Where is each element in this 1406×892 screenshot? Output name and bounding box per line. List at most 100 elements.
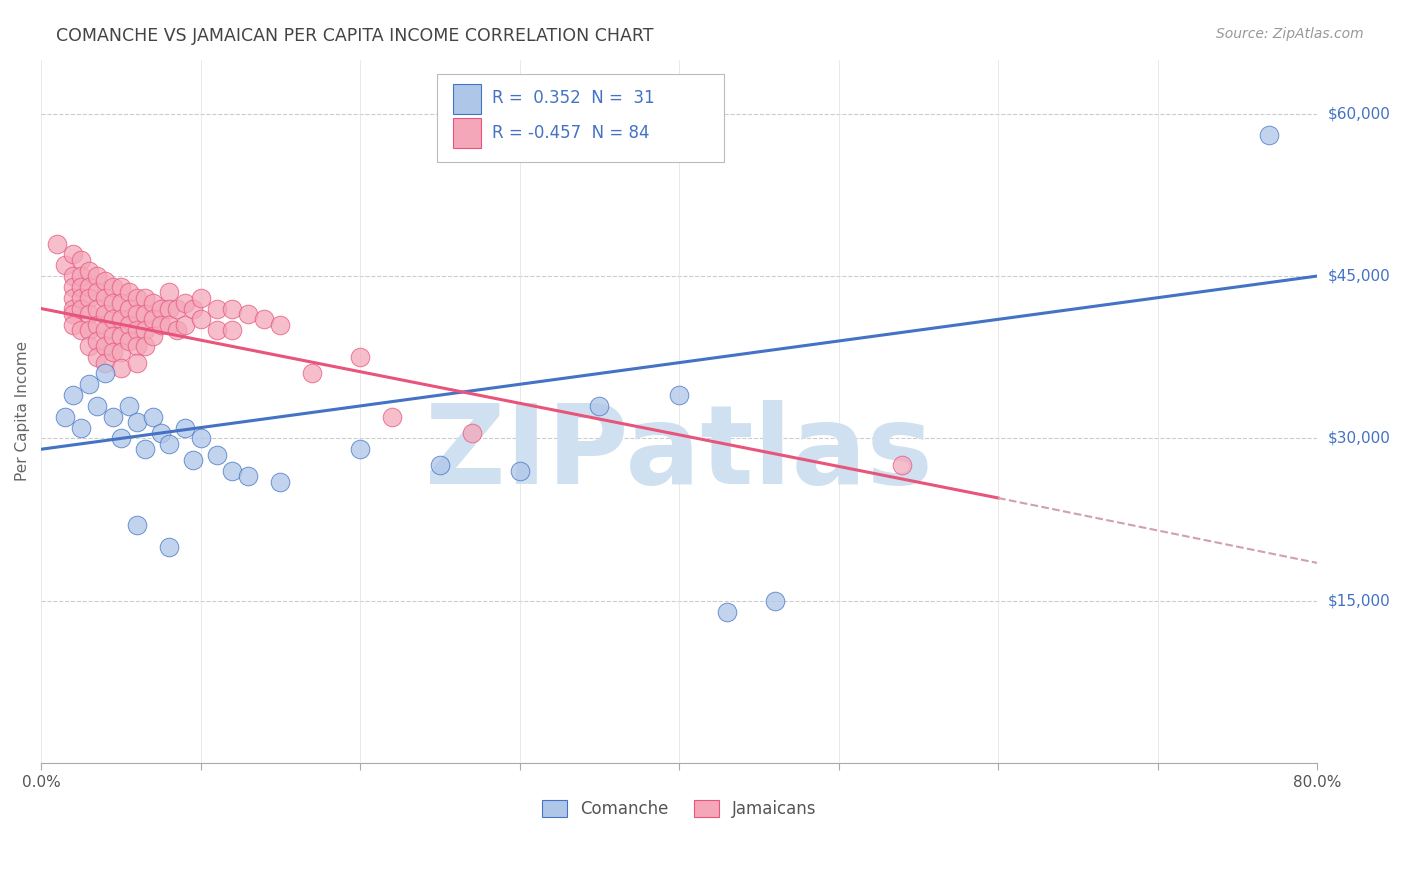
Text: ZIPatlas: ZIPatlas (425, 401, 934, 507)
Point (166, 301, 188, 316)
Point (149, 425, 172, 440)
Point (461, 425, 484, 440)
Point (149, 301, 172, 316)
Point (86, 301, 108, 316)
Point (891, 458, 914, 473)
Point (77, 291, 100, 305)
Point (238, 307, 260, 321)
Point (221, 323, 243, 337)
Point (110, 432, 132, 446)
Point (94, 307, 117, 321)
Point (142, 296, 165, 310)
Point (157, 540, 180, 554)
Point (763, 594, 786, 608)
Point (149, 318, 172, 332)
Point (157, 318, 180, 332)
Point (125, 307, 148, 321)
Point (190, 312, 212, 326)
Point (1258, 128, 1281, 143)
Point (70, 420, 93, 434)
Point (86, 334, 108, 348)
Point (86, 268, 108, 283)
Y-axis label: Per Capita Income: Per Capita Income (15, 342, 30, 482)
Point (157, 285, 180, 300)
Point (110, 296, 132, 310)
Text: Source: ZipAtlas.com: Source: ZipAtlas.com (1216, 27, 1364, 41)
Point (381, 409, 404, 424)
Point (142, 409, 165, 424)
Point (94, 356, 117, 370)
Point (94, 367, 117, 381)
Point (349, 442, 371, 457)
Point (125, 323, 148, 337)
Point (62, 247, 84, 261)
Point (77, 280, 100, 294)
Point (77, 323, 100, 337)
Point (349, 351, 371, 365)
Point (221, 464, 243, 478)
Bar (453, 118, 481, 147)
Point (716, 605, 738, 619)
Text: $60,000: $60,000 (1329, 106, 1391, 121)
Point (62, 268, 84, 283)
Point (110, 344, 132, 359)
Point (181, 453, 204, 467)
Text: $15,000: $15,000 (1329, 593, 1391, 608)
Point (53, 258, 76, 272)
Point (134, 291, 156, 305)
Point (62, 388, 84, 402)
Point (509, 464, 531, 478)
Point (70, 291, 93, 305)
Point (125, 415, 148, 429)
Point (101, 344, 124, 359)
Point (118, 285, 141, 300)
Text: COMANCHE VS JAMAICAN PER CAPITA INCOME CORRELATION CHART: COMANCHE VS JAMAICAN PER CAPITA INCOME C… (56, 27, 654, 45)
Point (668, 388, 690, 402)
Point (269, 318, 291, 332)
Point (86, 351, 108, 365)
Point (110, 280, 132, 294)
Text: R =  0.352  N =  31: R = 0.352 N = 31 (492, 89, 654, 107)
Point (142, 328, 165, 343)
Point (134, 339, 156, 353)
Point (118, 334, 141, 348)
Point (110, 361, 132, 376)
Point (157, 301, 180, 316)
Point (62, 318, 84, 332)
Point (77, 339, 100, 353)
Point (86, 318, 108, 332)
Point (125, 518, 148, 533)
Point (181, 301, 204, 316)
Point (173, 318, 195, 332)
Point (101, 296, 124, 310)
Point (77, 307, 100, 321)
Point (429, 458, 451, 473)
Point (238, 469, 260, 483)
Point (118, 399, 141, 413)
Point (173, 420, 195, 434)
Point (190, 291, 212, 305)
Point (77, 263, 100, 277)
Point (134, 307, 156, 321)
Point (94, 323, 117, 337)
Point (118, 318, 141, 332)
Point (205, 323, 228, 337)
Point (62, 291, 84, 305)
Point (53, 409, 76, 424)
Point (125, 356, 148, 370)
Point (221, 301, 243, 316)
Point (125, 339, 148, 353)
Text: $30,000: $30,000 (1329, 431, 1391, 446)
Point (70, 280, 93, 294)
Point (101, 328, 124, 343)
Point (70, 301, 93, 316)
Point (269, 475, 291, 489)
Point (101, 312, 124, 326)
Point (142, 312, 165, 326)
Point (70, 323, 93, 337)
Point (77, 377, 100, 392)
Point (101, 409, 124, 424)
Text: $45,000: $45,000 (1329, 268, 1391, 284)
Point (205, 301, 228, 316)
Point (173, 296, 195, 310)
